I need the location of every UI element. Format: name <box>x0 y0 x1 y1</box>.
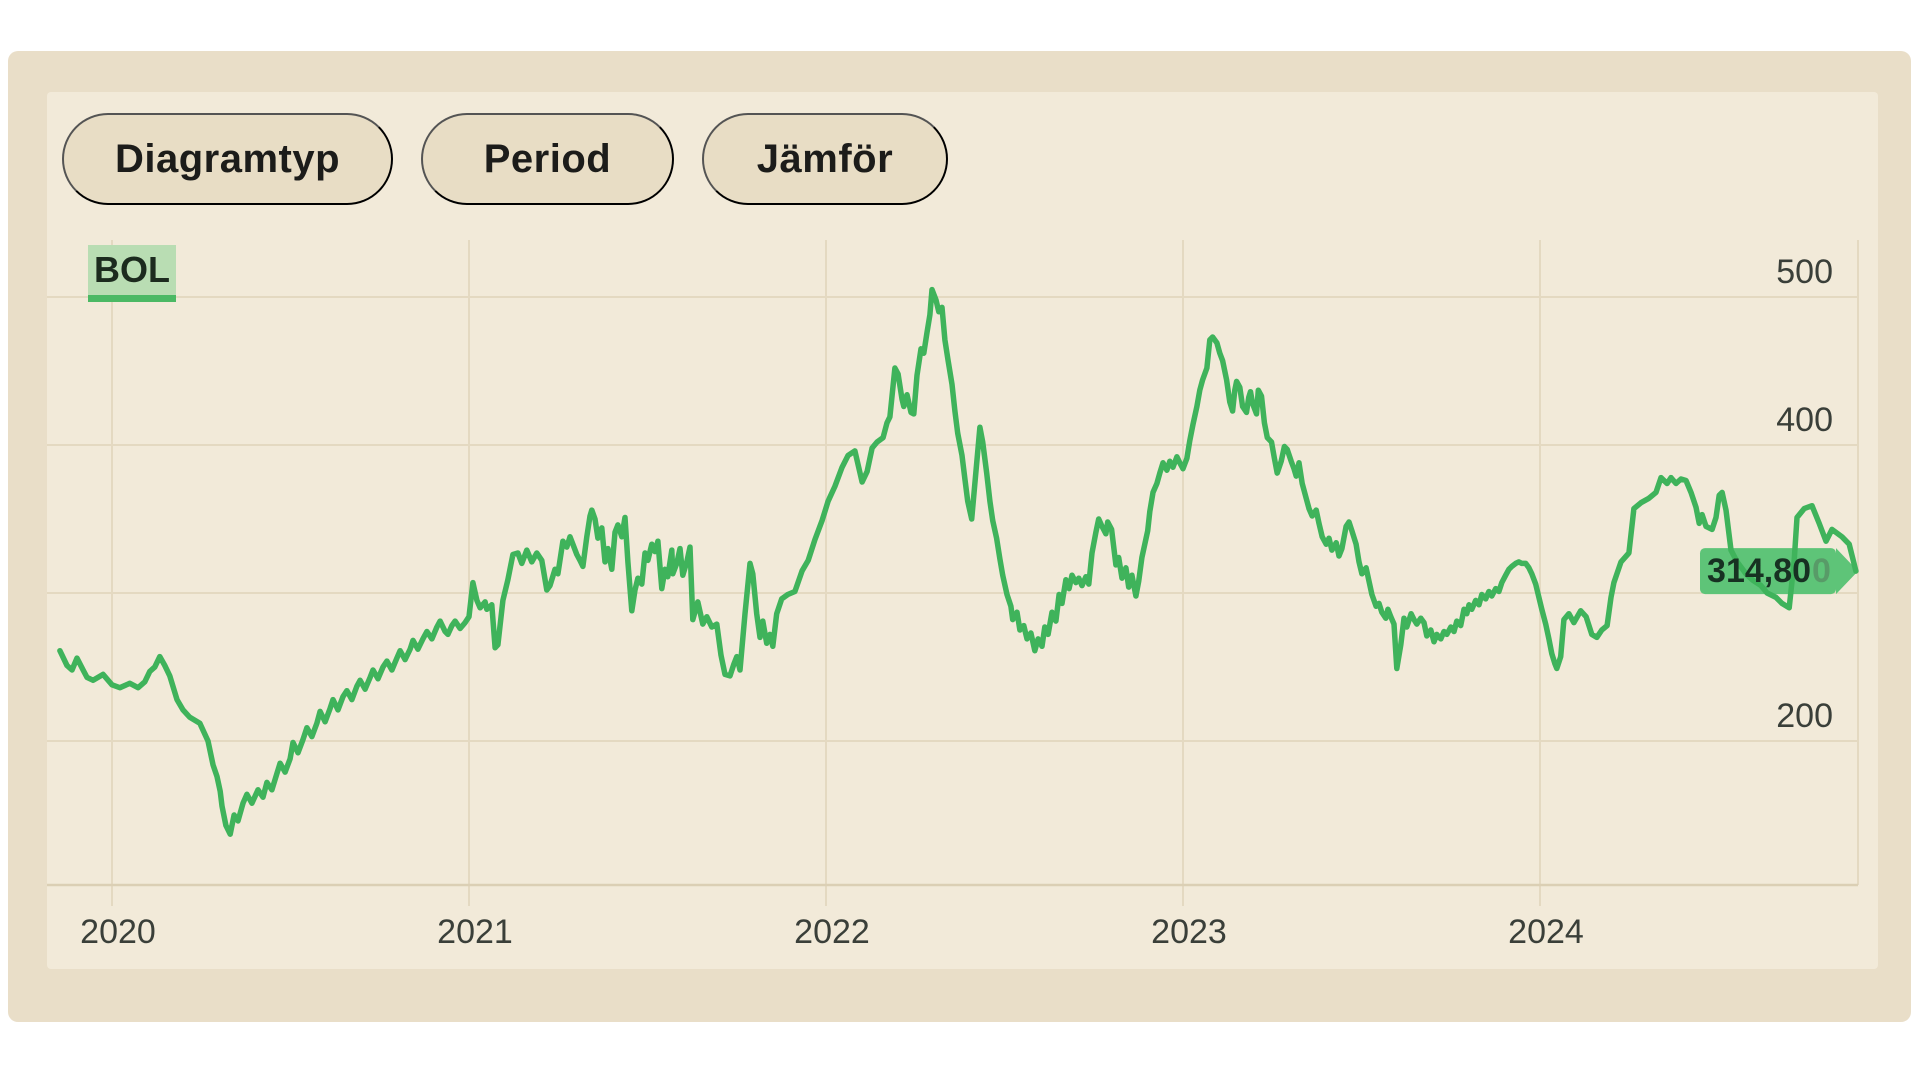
y-axis-tick: 200 <box>1776 697 1833 735</box>
last-price-badge-arrow <box>1836 548 1858 595</box>
chart-type-button[interactable]: Diagramtyp <box>62 113 393 205</box>
y-axis-tick: 400 <box>1776 401 1833 439</box>
last-price-ghost-digit: 0 <box>1812 551 1831 590</box>
last-price-badge: 314,80 0 <box>1702 548 1836 594</box>
ticker-legend-tag[interactable]: BOL <box>88 245 176 302</box>
last-price-value: 314,80 <box>1707 551 1812 590</box>
price-line-series <box>57 286 1859 837</box>
chart-plot-area[interactable] <box>47 92 1878 969</box>
x-axis-tick: 2020 <box>80 913 156 951</box>
period-button[interactable]: Period <box>421 113 674 205</box>
compare-button[interactable]: Jämför <box>702 113 948 205</box>
x-axis-tick: 2024 <box>1508 913 1584 951</box>
x-axis-tick: 2021 <box>437 913 513 951</box>
x-axis-tick: 2023 <box>1151 913 1227 951</box>
x-axis-tick: 2022 <box>794 913 870 951</box>
y-axis-tick: 500 <box>1776 253 1833 291</box>
